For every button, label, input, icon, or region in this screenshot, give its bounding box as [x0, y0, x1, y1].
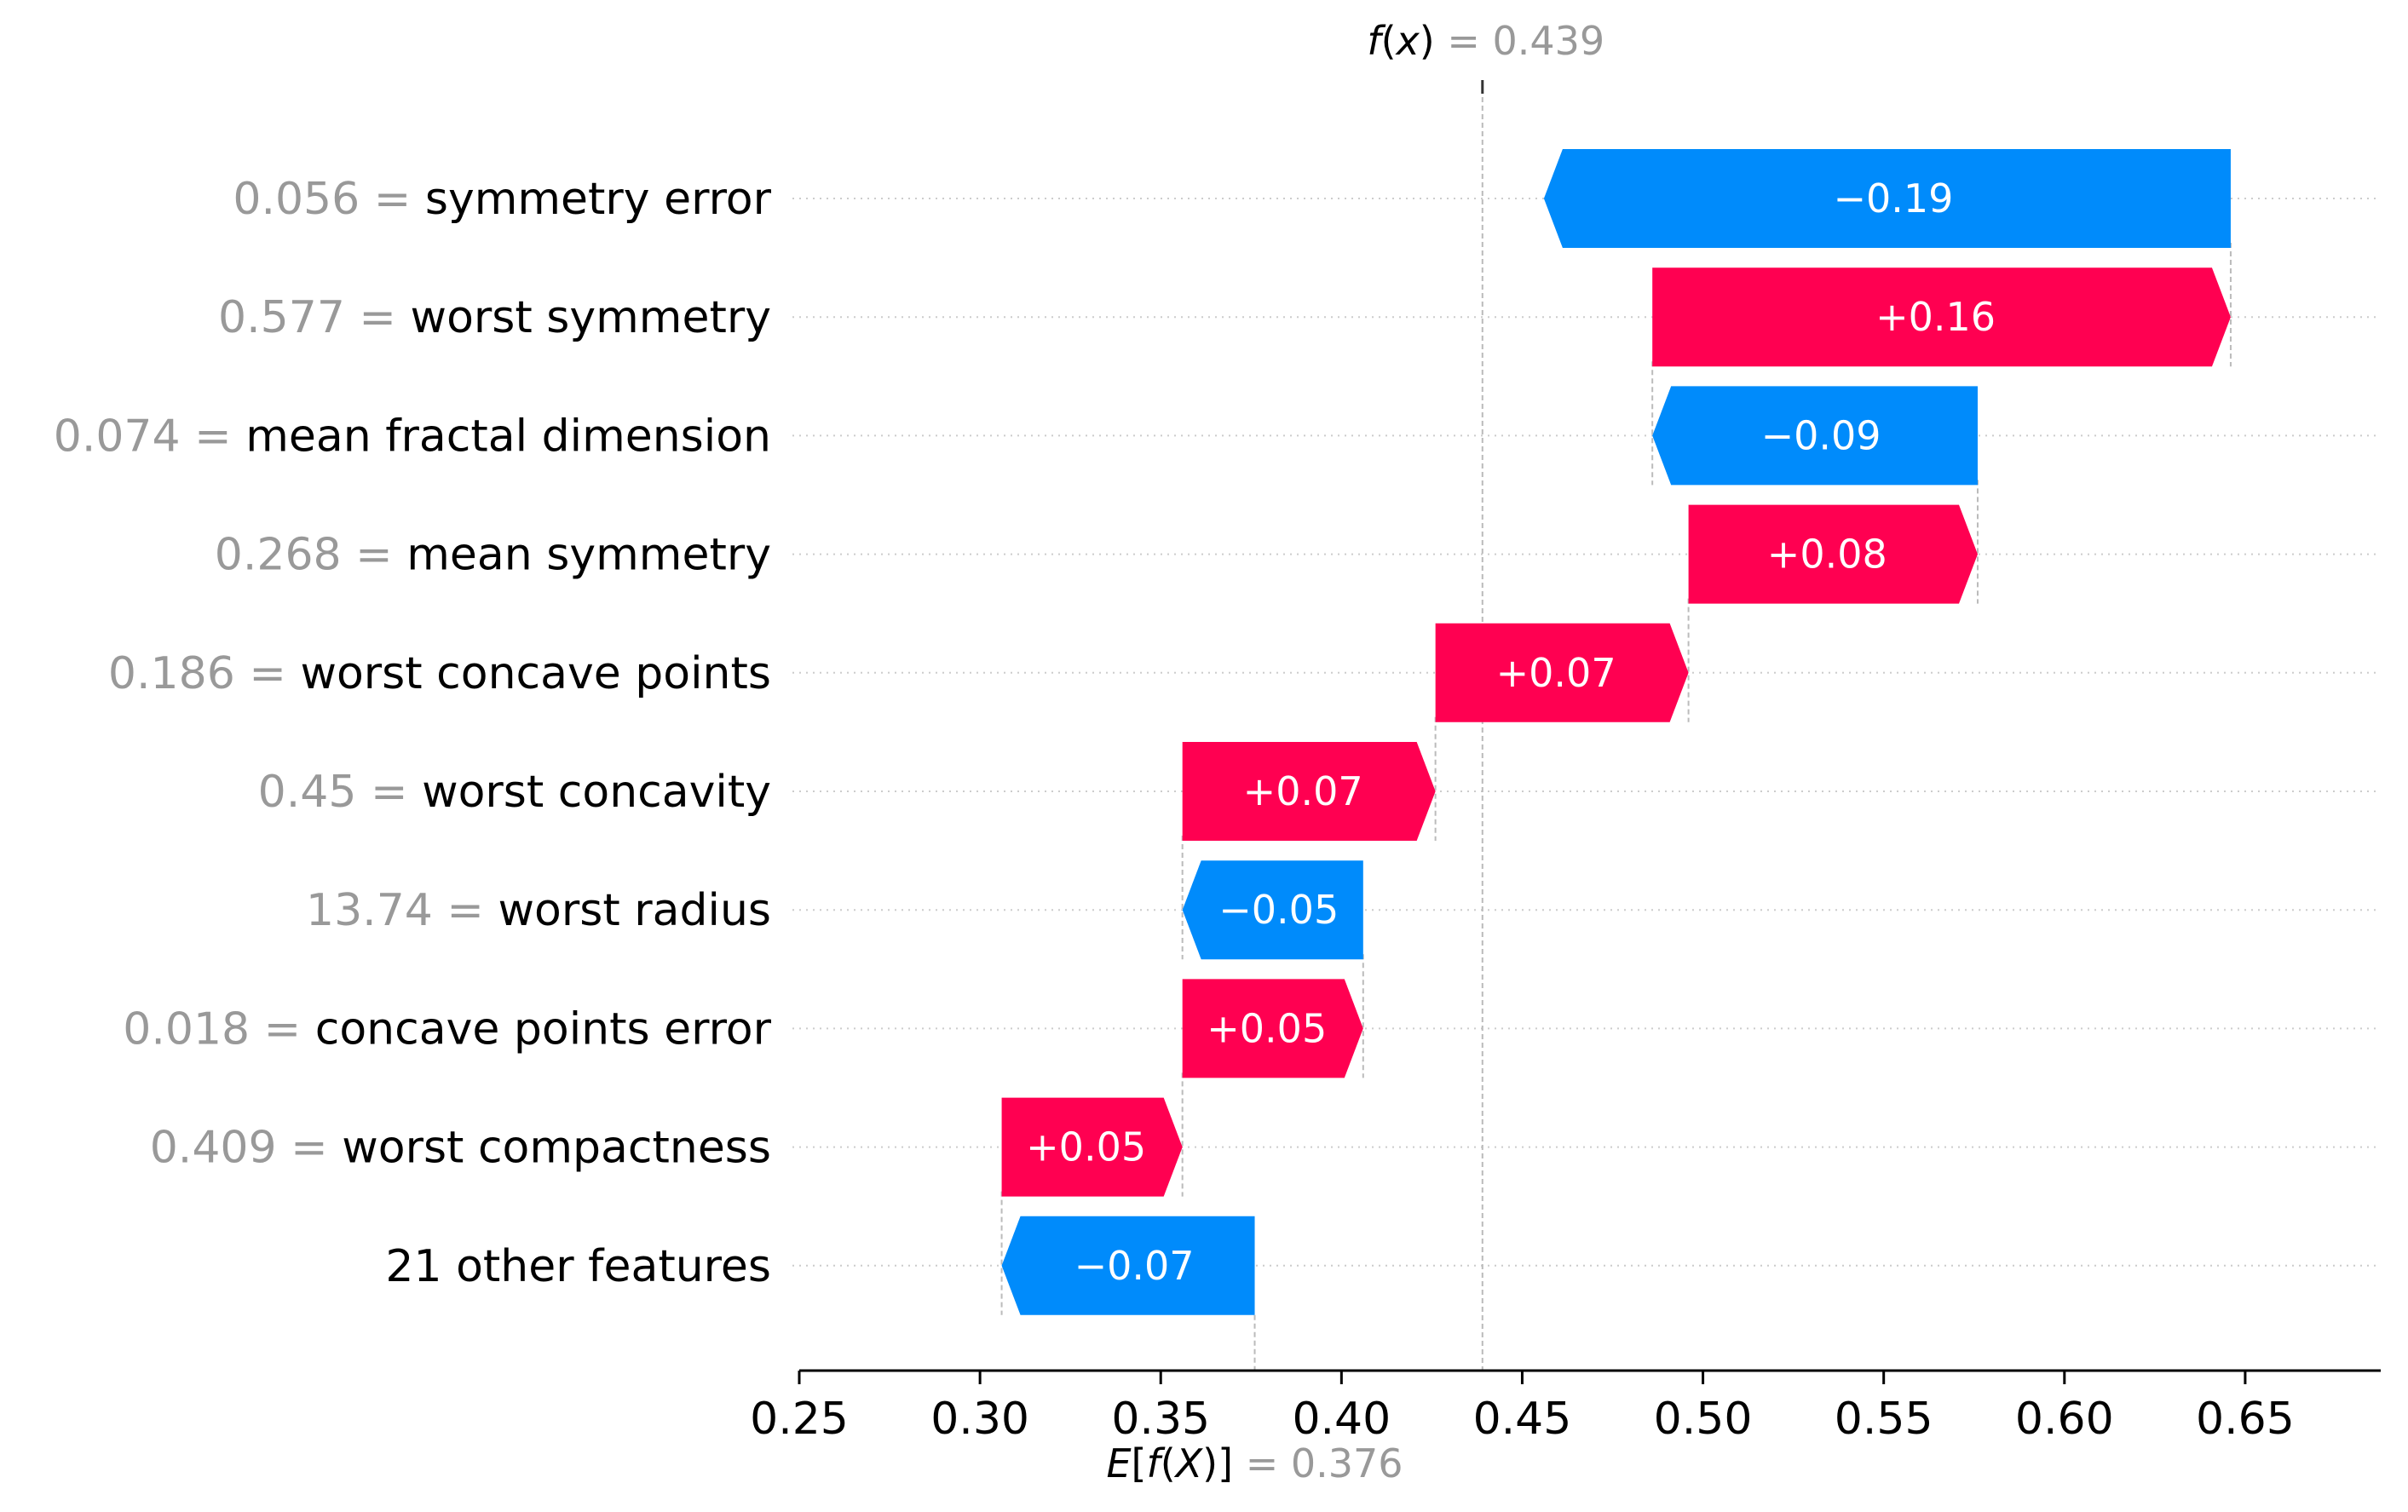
equals-sign: =	[181, 411, 246, 462]
feature-name: 21 other features	[385, 1241, 771, 1292]
feature-name: mean fractal dimension	[245, 411, 771, 462]
equals-sign: =	[250, 1003, 315, 1055]
x-tick-label: 0.55	[1835, 1394, 1933, 1445]
x-tick-label: 0.25	[750, 1394, 849, 1445]
contribution-bars: −0.19 +0.16 −0.09 +0.08 +0.07 +0.07 −0.05 +0.05…	[1001, 149, 2231, 1315]
equals-sign: =	[433, 885, 498, 936]
feature-label: 0.268 = mean symmetry	[215, 530, 771, 581]
feature-name: concave points error	[315, 1003, 772, 1055]
feature-label: 0.186 = worst concave points	[108, 648, 771, 699]
equals-sign: =	[342, 530, 407, 581]
feature-label: 0.409 = worst compactness	[150, 1123, 771, 1174]
feature-labels: 0.056 = symmetry error 0.577 = worst symm…	[54, 174, 772, 1292]
contribution-label: −0.05	[1218, 887, 1339, 933]
connector-guides	[1000, 80, 2232, 1371]
fx-arg: (	[1381, 18, 1397, 64]
feature-label: 13.74 = worst radius	[306, 885, 771, 936]
contribution-label: +0.07	[1496, 650, 1616, 696]
contribution-bar	[1001, 1216, 1255, 1315]
x-tick-label: 0.40	[1292, 1394, 1391, 1445]
feature-value: 0.577	[218, 292, 345, 343]
feature-name: worst compactness	[342, 1123, 771, 1174]
contribution-bar	[1688, 504, 1978, 604]
x-tick-label: 0.45	[1473, 1394, 1572, 1445]
fx-value: 0.439	[1493, 18, 1605, 64]
contribution-label: +0.16	[1875, 294, 1996, 340]
value-annotations: f(x) = 0.439 E[f(X)] = 0.376	[1106, 18, 1604, 1486]
feature-name: symmetry error	[425, 174, 772, 225]
x-tick-label: 0.50	[1654, 1394, 1753, 1445]
x-tick-label: 0.60	[2015, 1394, 2114, 1445]
contribution-label: +0.05	[1207, 1005, 1327, 1051]
x-tick-label: 0.35	[1111, 1394, 1210, 1445]
efx-symbol: E	[1106, 1440, 1131, 1486]
feature-name: worst radius	[498, 885, 771, 936]
feature-name: worst symmetry	[411, 292, 771, 343]
feature-value: 0.018	[123, 1003, 250, 1055]
feature-name: worst concavity	[422, 767, 771, 818]
feature-value: 0.45	[258, 767, 357, 818]
equals-sign: =	[235, 648, 301, 699]
feature-value: 0.186	[108, 648, 235, 699]
contribution-label: −0.07	[1074, 1243, 1195, 1289]
contribution-bar	[1652, 267, 2231, 367]
equals-sign: =	[277, 1123, 343, 1174]
contribution-label: +0.07	[1243, 768, 1363, 814]
feature-name: worst concave points	[300, 648, 771, 699]
feature-name: mean symmetry	[406, 530, 771, 581]
x-tick-label: 0.65	[2196, 1394, 2295, 1445]
contribution-bar	[1435, 623, 1689, 722]
contribution-bar	[1543, 149, 2231, 248]
output-value-label: f(x) = 0.439	[1367, 18, 1604, 64]
feature-value: 0.074	[54, 411, 181, 462]
base-value-label: E[f(X)] = 0.376	[1106, 1440, 1403, 1486]
equals-sign: =	[345, 292, 411, 343]
contribution-bar	[1182, 979, 1363, 1078]
x-tick-label: 0.30	[930, 1394, 1029, 1445]
feature-label: 21 other features	[385, 1241, 771, 1292]
feature-label: 0.577 = worst symmetry	[218, 292, 771, 343]
feature-label: 0.45 = worst concavity	[258, 767, 771, 818]
feature-value: 13.74	[306, 885, 433, 936]
equals-sign: =	[356, 767, 422, 818]
contribution-bar	[1182, 742, 1436, 841]
contribution-label: +0.08	[1767, 532, 1887, 578]
contribution-label: −0.19	[1833, 175, 1953, 221]
contribution-label: −0.09	[1761, 412, 1881, 458]
feature-label: 0.074 = mean fractal dimension	[54, 411, 771, 462]
feature-label: 0.056 = symmetry error	[233, 174, 771, 225]
efx-equals: =	[1233, 1440, 1291, 1486]
contribution-bar	[1001, 1097, 1183, 1197]
x-axis: 0.25 0.30 0.35 0.40 0.45 0.50 0.55 0.60 0.65	[750, 1369, 2381, 1445]
contribution-bar	[1182, 860, 1363, 960]
fx-equals: =	[1435, 18, 1493, 64]
efx-value: 0.376	[1291, 1440, 1403, 1486]
feature-value: 0.268	[215, 530, 342, 581]
feature-value: 0.056	[233, 174, 360, 225]
equals-sign: =	[360, 174, 425, 225]
feature-value: 0.409	[150, 1123, 277, 1174]
contribution-bar	[1652, 386, 1978, 486]
feature-label: 0.018 = concave points error	[123, 1003, 771, 1055]
contribution-label: +0.05	[1026, 1124, 1146, 1170]
